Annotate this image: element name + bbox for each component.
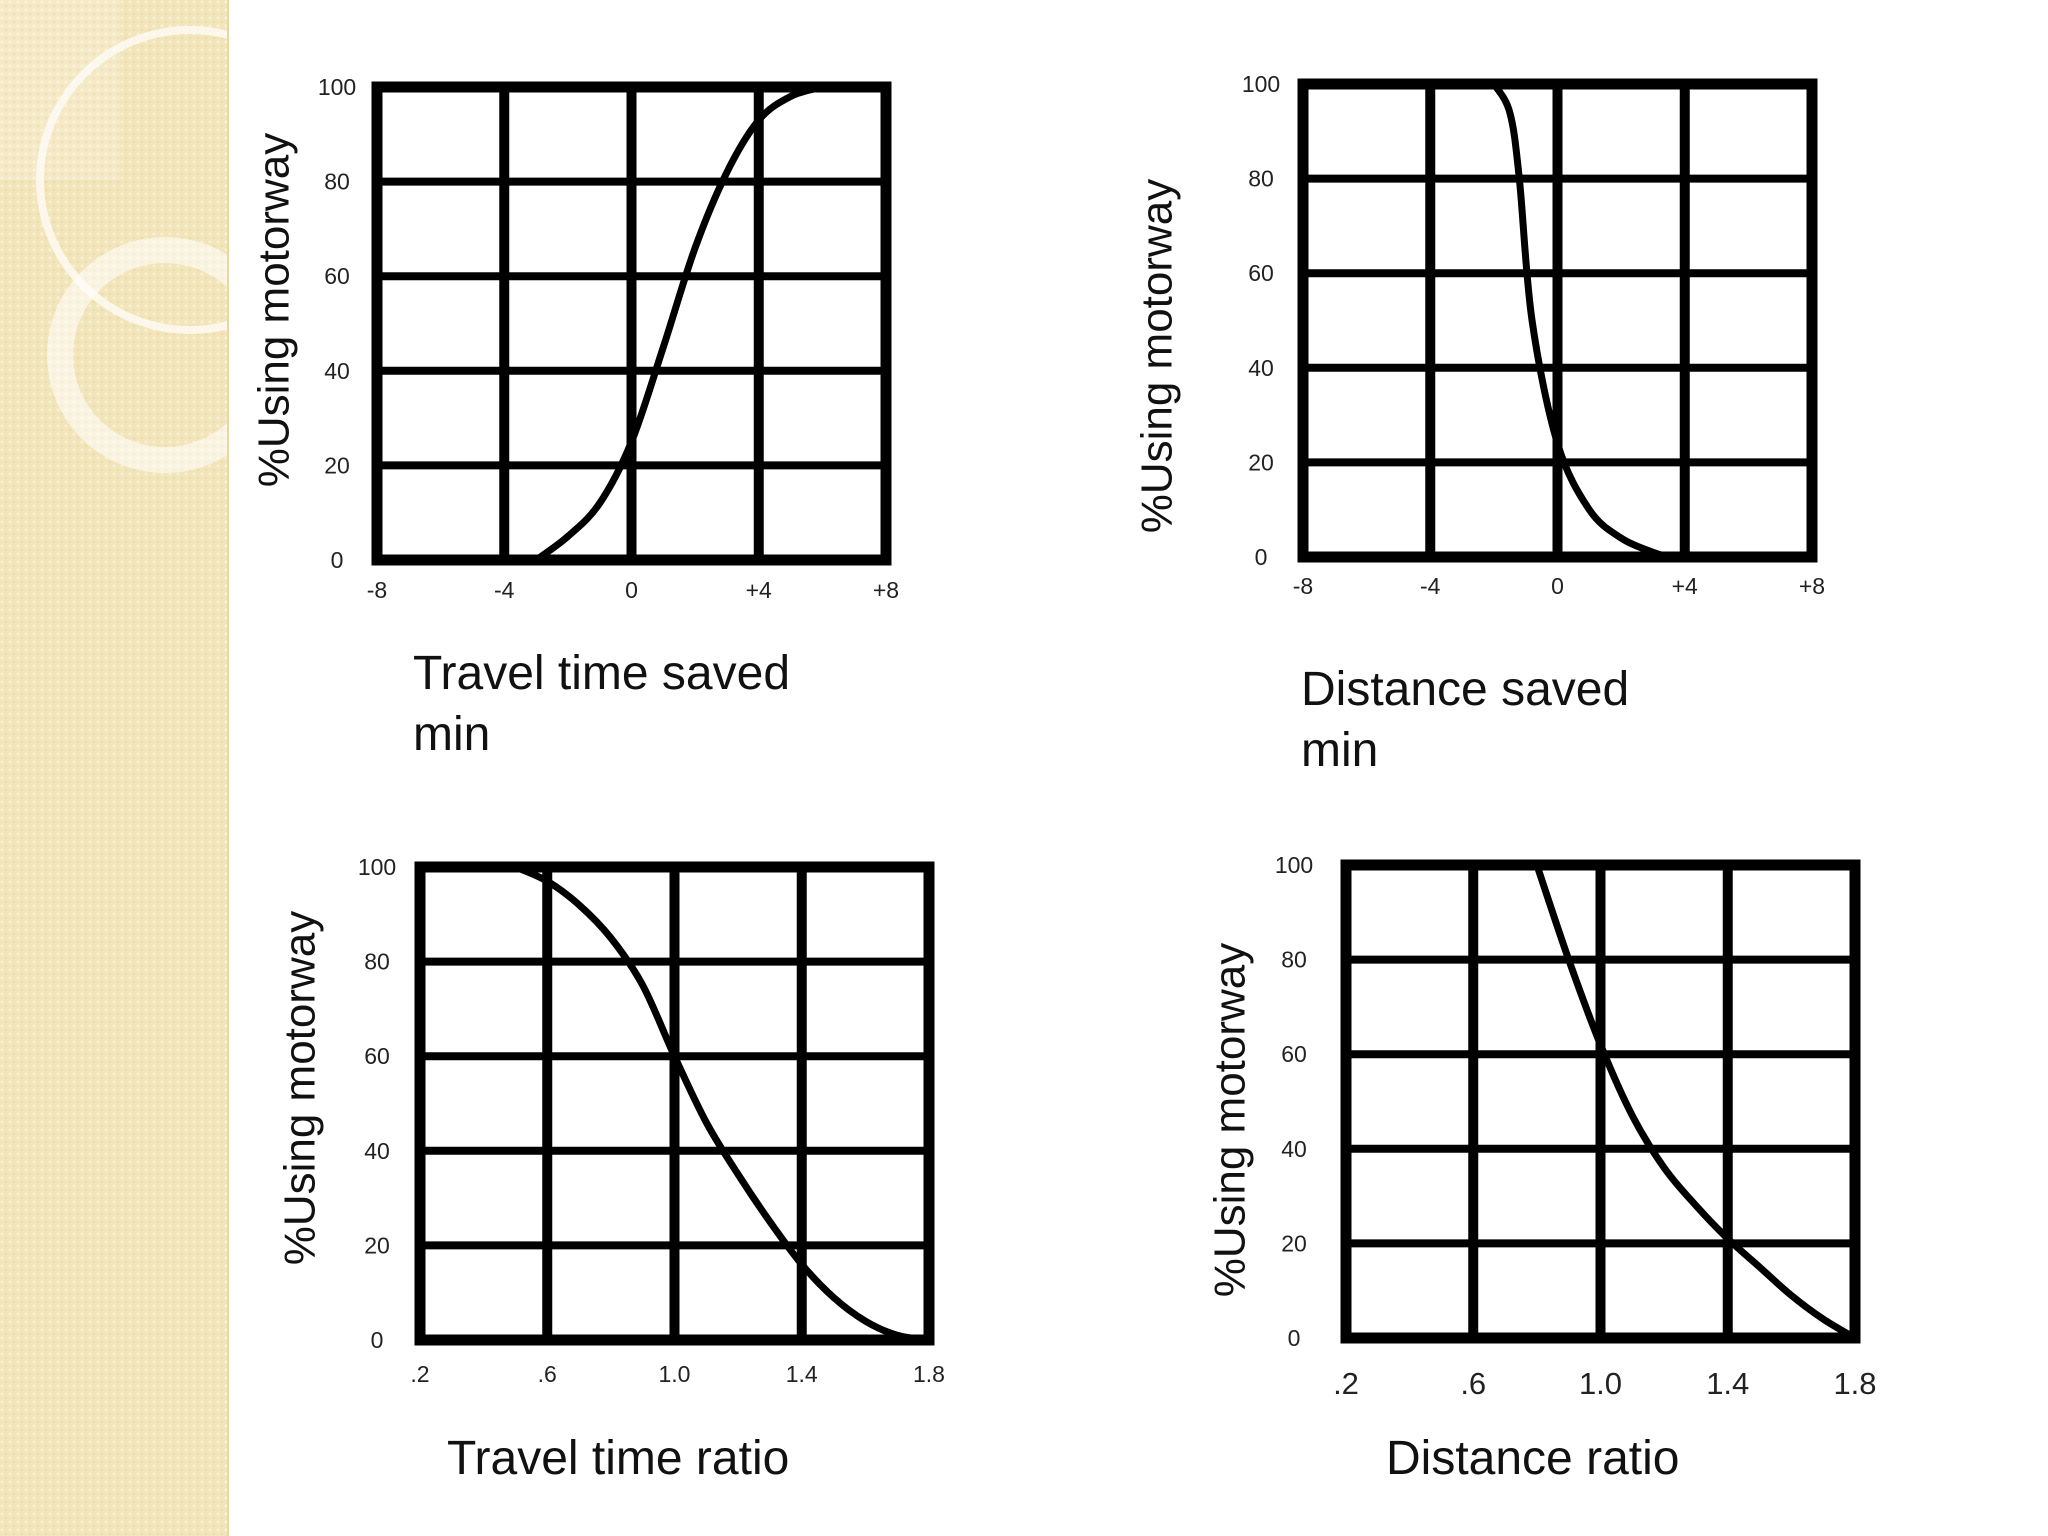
y-axis-label: %Using motorway <box>276 911 325 1266</box>
y-tick-label: 100 <box>1242 71 1280 97</box>
y-tick-label: 60 <box>1248 260 1274 286</box>
caption-travel-time-ratio: Travel time ratio <box>447 1428 789 1489</box>
y-tick-label: 0 <box>1288 1325 1301 1351</box>
y-tick-label: 40 <box>364 1138 390 1164</box>
x-tick-label: +4 <box>1672 573 1698 599</box>
x-tick-label: .6 <box>538 1361 557 1387</box>
x-tick-label: 1.0 <box>659 1361 691 1387</box>
decorative-rings <box>0 0 227 473</box>
y-tick-label: 40 <box>1248 355 1274 381</box>
y-tick-label: 80 <box>1248 166 1274 192</box>
y-axis-label: %Using motorway <box>1133 179 1182 534</box>
chart-travel-time-saved: -8 -4 0 +4 +8 0 20 40 60 80 100 %Using motorway <box>250 74 900 603</box>
slide-content: -8 -4 0 +4 +8 0 20 40 60 80 100 %Using motorway -8-… <box>229 0 2048 1536</box>
x-tick-label: +8 <box>873 577 899 603</box>
x-tick-label: .2 <box>1333 1366 1359 1401</box>
x-tick-label: -4 <box>494 577 515 603</box>
caption-line: min <box>413 708 491 761</box>
x-tick-label: 1.4 <box>786 1361 818 1387</box>
x-tick-label: .2 <box>410 1361 429 1387</box>
y-tick-label: 40 <box>1281 1136 1307 1162</box>
y-tick-label: 20 <box>1281 1230 1307 1256</box>
x-tick-label: 0 <box>1551 573 1564 599</box>
x-tick-label: +8 <box>1799 573 1825 599</box>
chart-travel-time-ratio: .2 .6 1.0 1.4 1.8 0 20 40 60 80 100 %Using motorway <box>276 854 945 1387</box>
x-tick-label: 1.8 <box>913 1361 945 1387</box>
plot-frame <box>414 861 935 1346</box>
series-curve <box>1533 861 1859 1342</box>
plot-frame <box>1340 859 1861 1344</box>
y-tick-label: 60 <box>1281 1041 1307 1067</box>
x-tick-label: .6 <box>1460 1366 1486 1401</box>
caption-line: Travel time saved <box>413 647 791 700</box>
y-tick-label: 20 <box>1248 449 1274 475</box>
y-tick-label: 0 <box>331 547 344 573</box>
x-tick-label: 0 <box>625 577 638 603</box>
caption-line: Travel time ratio <box>447 1432 790 1485</box>
x-tick-label: 1.4 <box>1706 1366 1749 1401</box>
x-tick-label: -4 <box>1420 573 1441 599</box>
series-curve <box>532 83 826 564</box>
y-axis-label: %Using motorway <box>250 133 299 488</box>
y-tick-label: 100 <box>1275 852 1313 878</box>
x-tick-label: -8 <box>1293 573 1313 599</box>
caption-line: Distance saved <box>1301 663 1630 716</box>
chart-distance-ratio: .2 .6 1.0 1.4 1.8 0 20 40 60 80 100 %Using motorway <box>1206 852 1877 1401</box>
plot-frame <box>371 81 892 566</box>
series-curve <box>1490 80 1673 561</box>
y-tick-label: 20 <box>364 1232 390 1258</box>
y-tick-label: 100 <box>358 854 396 880</box>
decorative-ring-large <box>36 26 227 334</box>
y-tick-label: 60 <box>324 263 350 289</box>
y-tick-label: 100 <box>318 74 356 100</box>
x-tick-label: -8 <box>367 577 387 603</box>
caption-line: min <box>1301 724 1379 777</box>
series-curve <box>511 863 933 1344</box>
y-tick-label: 20 <box>324 452 350 478</box>
x-tick-label: 1.0 <box>1579 1366 1622 1401</box>
x-tick-label: 1.8 <box>1833 1366 1876 1401</box>
chart-distance-saved: -8 -4 0 +4 +8 0 20 40 60 80 100 %Using motorway <box>1133 71 1826 599</box>
caption-distance-ratio: Distance ratio <box>1386 1428 1679 1489</box>
y-tick-label: 80 <box>324 169 350 195</box>
caption-travel-time-saved: Travel time saved min <box>413 643 790 765</box>
x-tick-label: +4 <box>746 577 772 603</box>
decorative-ring-small <box>47 237 227 473</box>
caption-distance-saved: Distance saved min <box>1301 659 1629 781</box>
decorative-highlight <box>0 0 120 180</box>
y-tick-label: 0 <box>1255 544 1268 570</box>
y-tick-label: 80 <box>1281 947 1307 973</box>
decorative-sidebar <box>0 0 229 1536</box>
y-tick-label: 0 <box>371 1327 384 1353</box>
y-axis-label: %Using motorway <box>1206 943 1255 1298</box>
y-tick-label: 80 <box>364 949 390 975</box>
plot-frame <box>1297 78 1818 563</box>
y-tick-label: 40 <box>324 358 350 384</box>
caption-line: Distance ratio <box>1386 1432 1680 1485</box>
y-tick-label: 60 <box>364 1043 390 1069</box>
